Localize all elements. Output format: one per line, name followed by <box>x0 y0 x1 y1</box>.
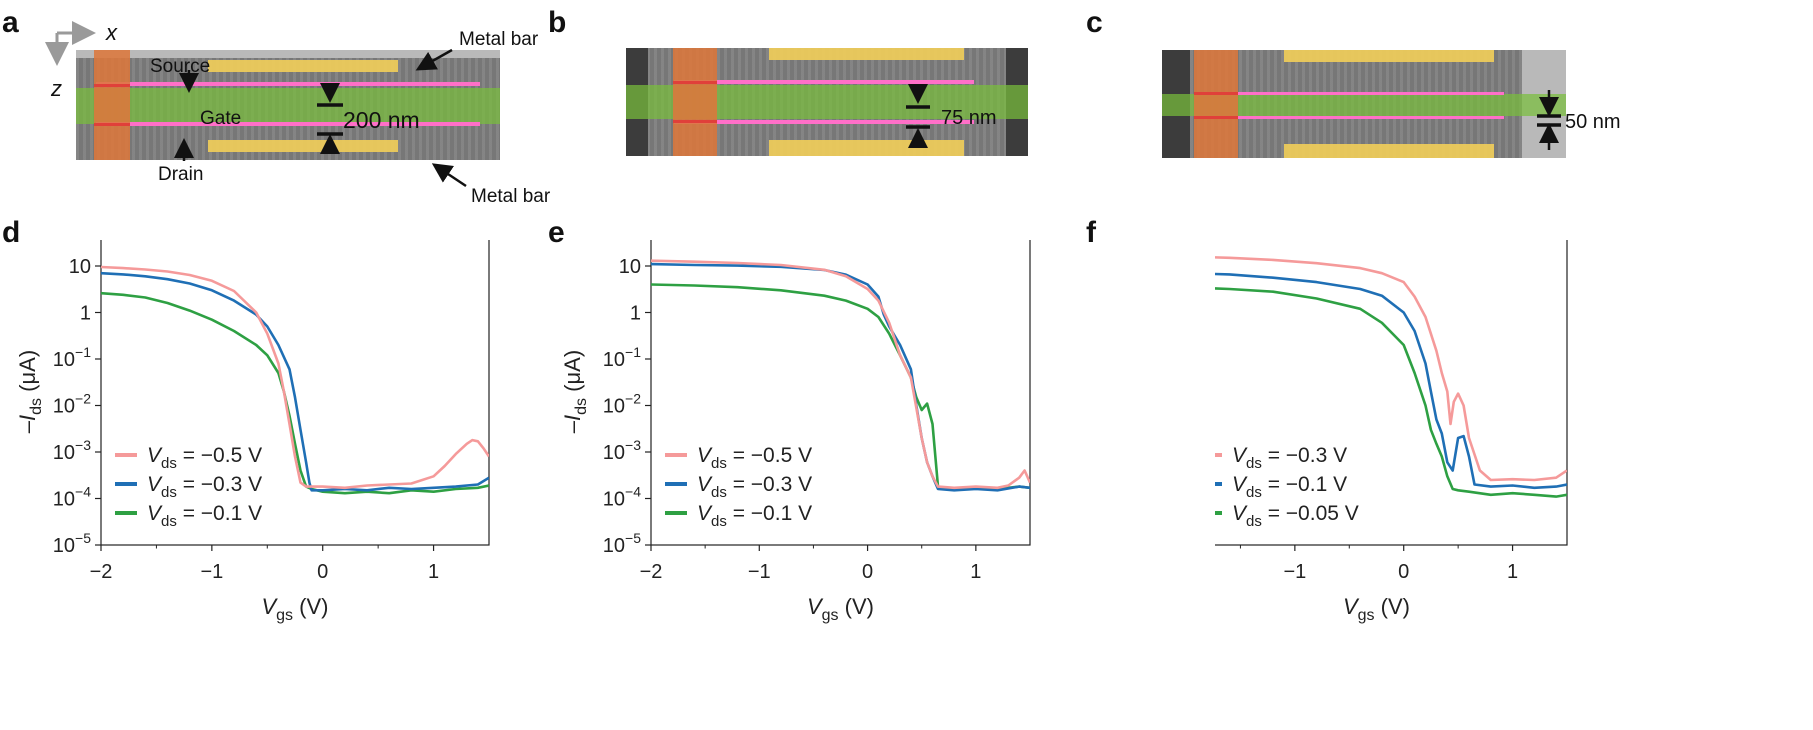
y-axis-label: –Ids (μA) <box>560 350 590 434</box>
panel-label-a: a <box>2 6 19 39</box>
x-tick-label: 0 <box>862 561 873 583</box>
legend-entry: Vds = −0.05 V <box>1232 502 1359 530</box>
x-tick-label: −1 <box>748 561 771 583</box>
series-line-1 <box>1215 272 1567 490</box>
chart-d: −2 −1 0 1 10 1 10−1 10−2 10−3 10−4 10−5 Vgs (V) –Ids… <box>15 240 490 624</box>
source-edge <box>96 82 480 86</box>
series-group <box>1215 256 1567 498</box>
metal-bar-bottom <box>208 140 398 152</box>
micrograph-b <box>626 48 1028 156</box>
y-tick-label: 10−4 <box>53 483 91 510</box>
gate-width-label-a: 200 nm <box>343 107 420 133</box>
drain-edge <box>96 122 480 126</box>
y-tick-label: 1 <box>630 302 641 324</box>
y-tick-label: 10−2 <box>603 390 641 417</box>
plot-frame <box>1215 240 1568 546</box>
panel-label-e: e <box>548 216 565 249</box>
panel-label-d: d <box>2 216 21 249</box>
legend-entry: Vds = −0.5 V <box>697 444 812 472</box>
plot-frame <box>650 240 1031 546</box>
series-line-0 <box>1215 256 1567 482</box>
legend-entry: Vds = −0.3 V <box>1232 444 1347 472</box>
x-axis-label: Vgs (V) <box>1343 594 1410 624</box>
x-tick-label: 1 <box>1507 561 1518 583</box>
x-tick-label: 1 <box>428 561 439 583</box>
x-axis-label: Vgs (V) <box>261 594 328 624</box>
legend-entry: Vds = −0.1 V <box>1232 473 1347 501</box>
legend-entry: Vds = −0.1 V <box>697 502 812 530</box>
axis-z-label: z <box>51 76 62 101</box>
legend-entry: Vds = −0.3 V <box>697 473 812 501</box>
y-tick-label: 10−3 <box>53 437 91 464</box>
metal-bar-top <box>208 60 398 72</box>
x-tick-label: −1 <box>200 561 223 583</box>
source-label: Source <box>150 56 211 77</box>
y-tick-label: 10−5 <box>603 530 641 557</box>
chart-e: −2 −1 0 1 10 1 10−1 10−2 10−3 10−4 10−5 Vgs (V) –Ids… <box>560 240 1031 624</box>
x-tick-label: 0 <box>1398 561 1409 583</box>
x-tick-label: 1 <box>970 561 981 583</box>
contact-pad <box>94 50 130 160</box>
y-tick-label: 10−3 <box>603 437 641 464</box>
y-tick-label: 10 <box>69 256 91 278</box>
micrograph-annotations <box>45 21 1561 188</box>
plot-frame <box>100 240 490 546</box>
panel-label-c: c <box>1086 6 1103 39</box>
y-tick-label: 10−1 <box>603 344 641 371</box>
gate-region <box>76 88 500 124</box>
y-tick-label: 10−1 <box>53 344 91 371</box>
x-axis-label: Vgs (V) <box>807 594 874 624</box>
y-tick-label: 10−2 <box>53 390 91 417</box>
gate-width-label-b: 75 nm <box>941 107 997 129</box>
gate-width-label-c: 50 nm <box>1565 111 1621 133</box>
y-tick-label: 1 <box>80 302 91 324</box>
y-axis-label: –Ids (μA) <box>15 350 45 434</box>
y-tick-label: 10 <box>619 256 641 278</box>
drain-label: Drain <box>158 164 204 185</box>
panel-label-b: b <box>548 6 567 39</box>
metal-bar-top-label: Metal bar <box>459 29 539 50</box>
series-line-0 <box>101 265 489 490</box>
x-tick-label: 0 <box>317 561 328 583</box>
series-group <box>101 265 489 495</box>
series-group <box>651 259 1030 492</box>
y-tick-label: 10−4 <box>603 483 641 510</box>
series-line-0 <box>651 259 1030 490</box>
axis-x-label: x <box>106 20 117 45</box>
x-tick-label: −1 <box>1283 561 1306 583</box>
metal-bar-bottom-label: Metal bar <box>471 186 551 207</box>
legend-entry: Vds = −0.1 V <box>147 502 262 530</box>
micrograph-c <box>1162 50 1566 158</box>
series-line-2 <box>1215 287 1567 498</box>
legend-entry: Vds = −0.3 V <box>147 473 262 501</box>
y-tick-label: 10−5 <box>53 530 91 557</box>
gate-label: Gate <box>200 108 242 129</box>
legend-entry: Vds = −0.5 V <box>147 444 262 472</box>
panel-label-f: f <box>1086 216 1096 249</box>
x-tick-label: −2 <box>640 561 663 583</box>
x-tick-label: −2 <box>90 561 113 583</box>
